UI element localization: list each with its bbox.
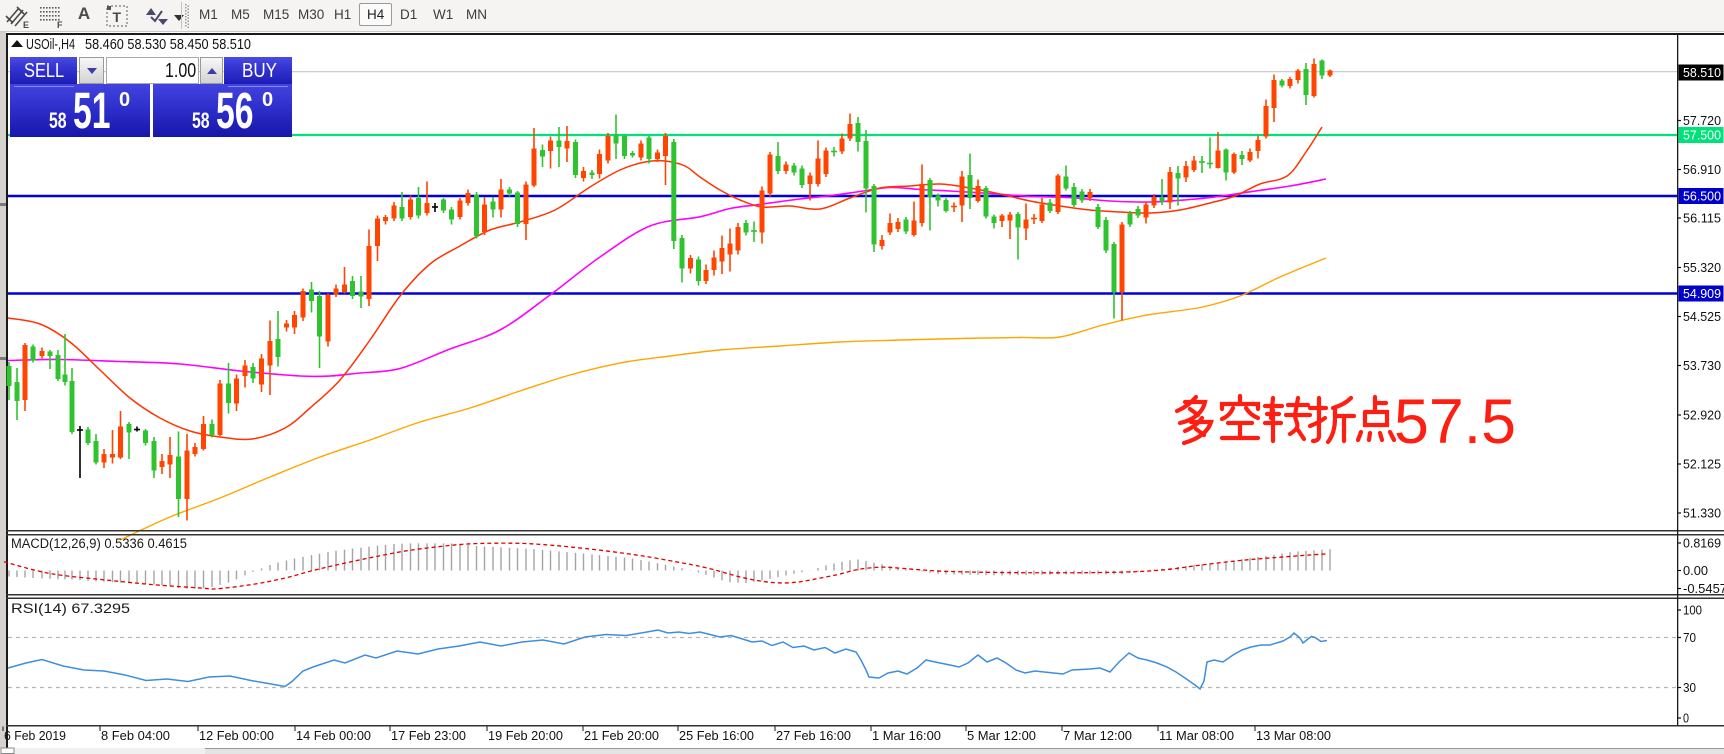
svg-text:55.320: 55.320 (1683, 260, 1721, 275)
svg-text:-0.5457: -0.5457 (1683, 581, 1724, 596)
svg-text:57.5: 57.5 (1394, 387, 1516, 457)
svg-text:RSI(14) 67.3295: RSI(14) 67.3295 (11, 601, 130, 616)
svg-text:52.920: 52.920 (1683, 408, 1721, 423)
svg-text:58.460 58.530 58.450 58.510: 58.460 58.530 58.450 58.510 (85, 37, 251, 53)
svg-text:13 Mar 08:00: 13 Mar 08:00 (1256, 729, 1331, 743)
svg-text:57.720: 57.720 (1683, 113, 1721, 128)
svg-text:30: 30 (1683, 680, 1696, 695)
svg-text:E: E (23, 20, 29, 30)
svg-text:11 Mar 08:00: 11 Mar 08:00 (1159, 729, 1234, 743)
svg-text:14 Feb 00:00: 14 Feb 00:00 (296, 729, 371, 743)
svg-text:52.125: 52.125 (1683, 457, 1721, 472)
svg-text:25 Feb 16:00: 25 Feb 16:00 (679, 729, 754, 743)
svg-text:12 Feb 00:00: 12 Feb 00:00 (199, 729, 274, 743)
svg-text:54.525: 54.525 (1683, 309, 1721, 324)
svg-text:70: 70 (1683, 630, 1696, 645)
svg-text:19 Feb 20:00: 19 Feb 20:00 (488, 729, 563, 743)
svg-text:100: 100 (1683, 603, 1702, 618)
svg-text:T: T (113, 9, 122, 25)
svg-text:54.909: 54.909 (1683, 286, 1721, 301)
svg-text:MACD(12,26,9) 0.5336 0.4615: MACD(12,26,9) 0.5336 0.4615 (11, 536, 187, 551)
svg-text:1 Mar 16:00: 1 Mar 16:00 (872, 729, 941, 743)
svg-text:56.910: 56.910 (1683, 162, 1721, 177)
svg-text:0.8169: 0.8169 (1683, 536, 1721, 551)
svg-text:56.115: 56.115 (1683, 211, 1721, 226)
svg-text:5 Mar 12:00: 5 Mar 12:00 (967, 729, 1036, 743)
svg-text:6 Feb 2019: 6 Feb 2019 (4, 729, 66, 743)
svg-text:58.510: 58.510 (1683, 65, 1721, 80)
svg-text:27 Feb 16:00: 27 Feb 16:00 (776, 729, 851, 743)
svg-text:56.500: 56.500 (1683, 189, 1721, 204)
svg-text:7 Mar 12:00: 7 Mar 12:00 (1063, 729, 1132, 743)
svg-text:8 Feb 04:00: 8 Feb 04:00 (101, 729, 170, 743)
svg-text:0: 0 (1683, 711, 1689, 726)
svg-text:17 Feb 23:00: 17 Feb 23:00 (391, 729, 466, 743)
svg-text:53.730: 53.730 (1683, 358, 1721, 373)
svg-text:0.00: 0.00 (1683, 563, 1708, 578)
svg-text:57.500: 57.500 (1683, 128, 1721, 143)
svg-text:USOil-,H4: USOil-,H4 (26, 37, 75, 53)
svg-text:51.330: 51.330 (1683, 506, 1721, 521)
svg-text:F: F (57, 20, 63, 30)
svg-text:21 Feb 20:00: 21 Feb 20:00 (584, 729, 659, 743)
